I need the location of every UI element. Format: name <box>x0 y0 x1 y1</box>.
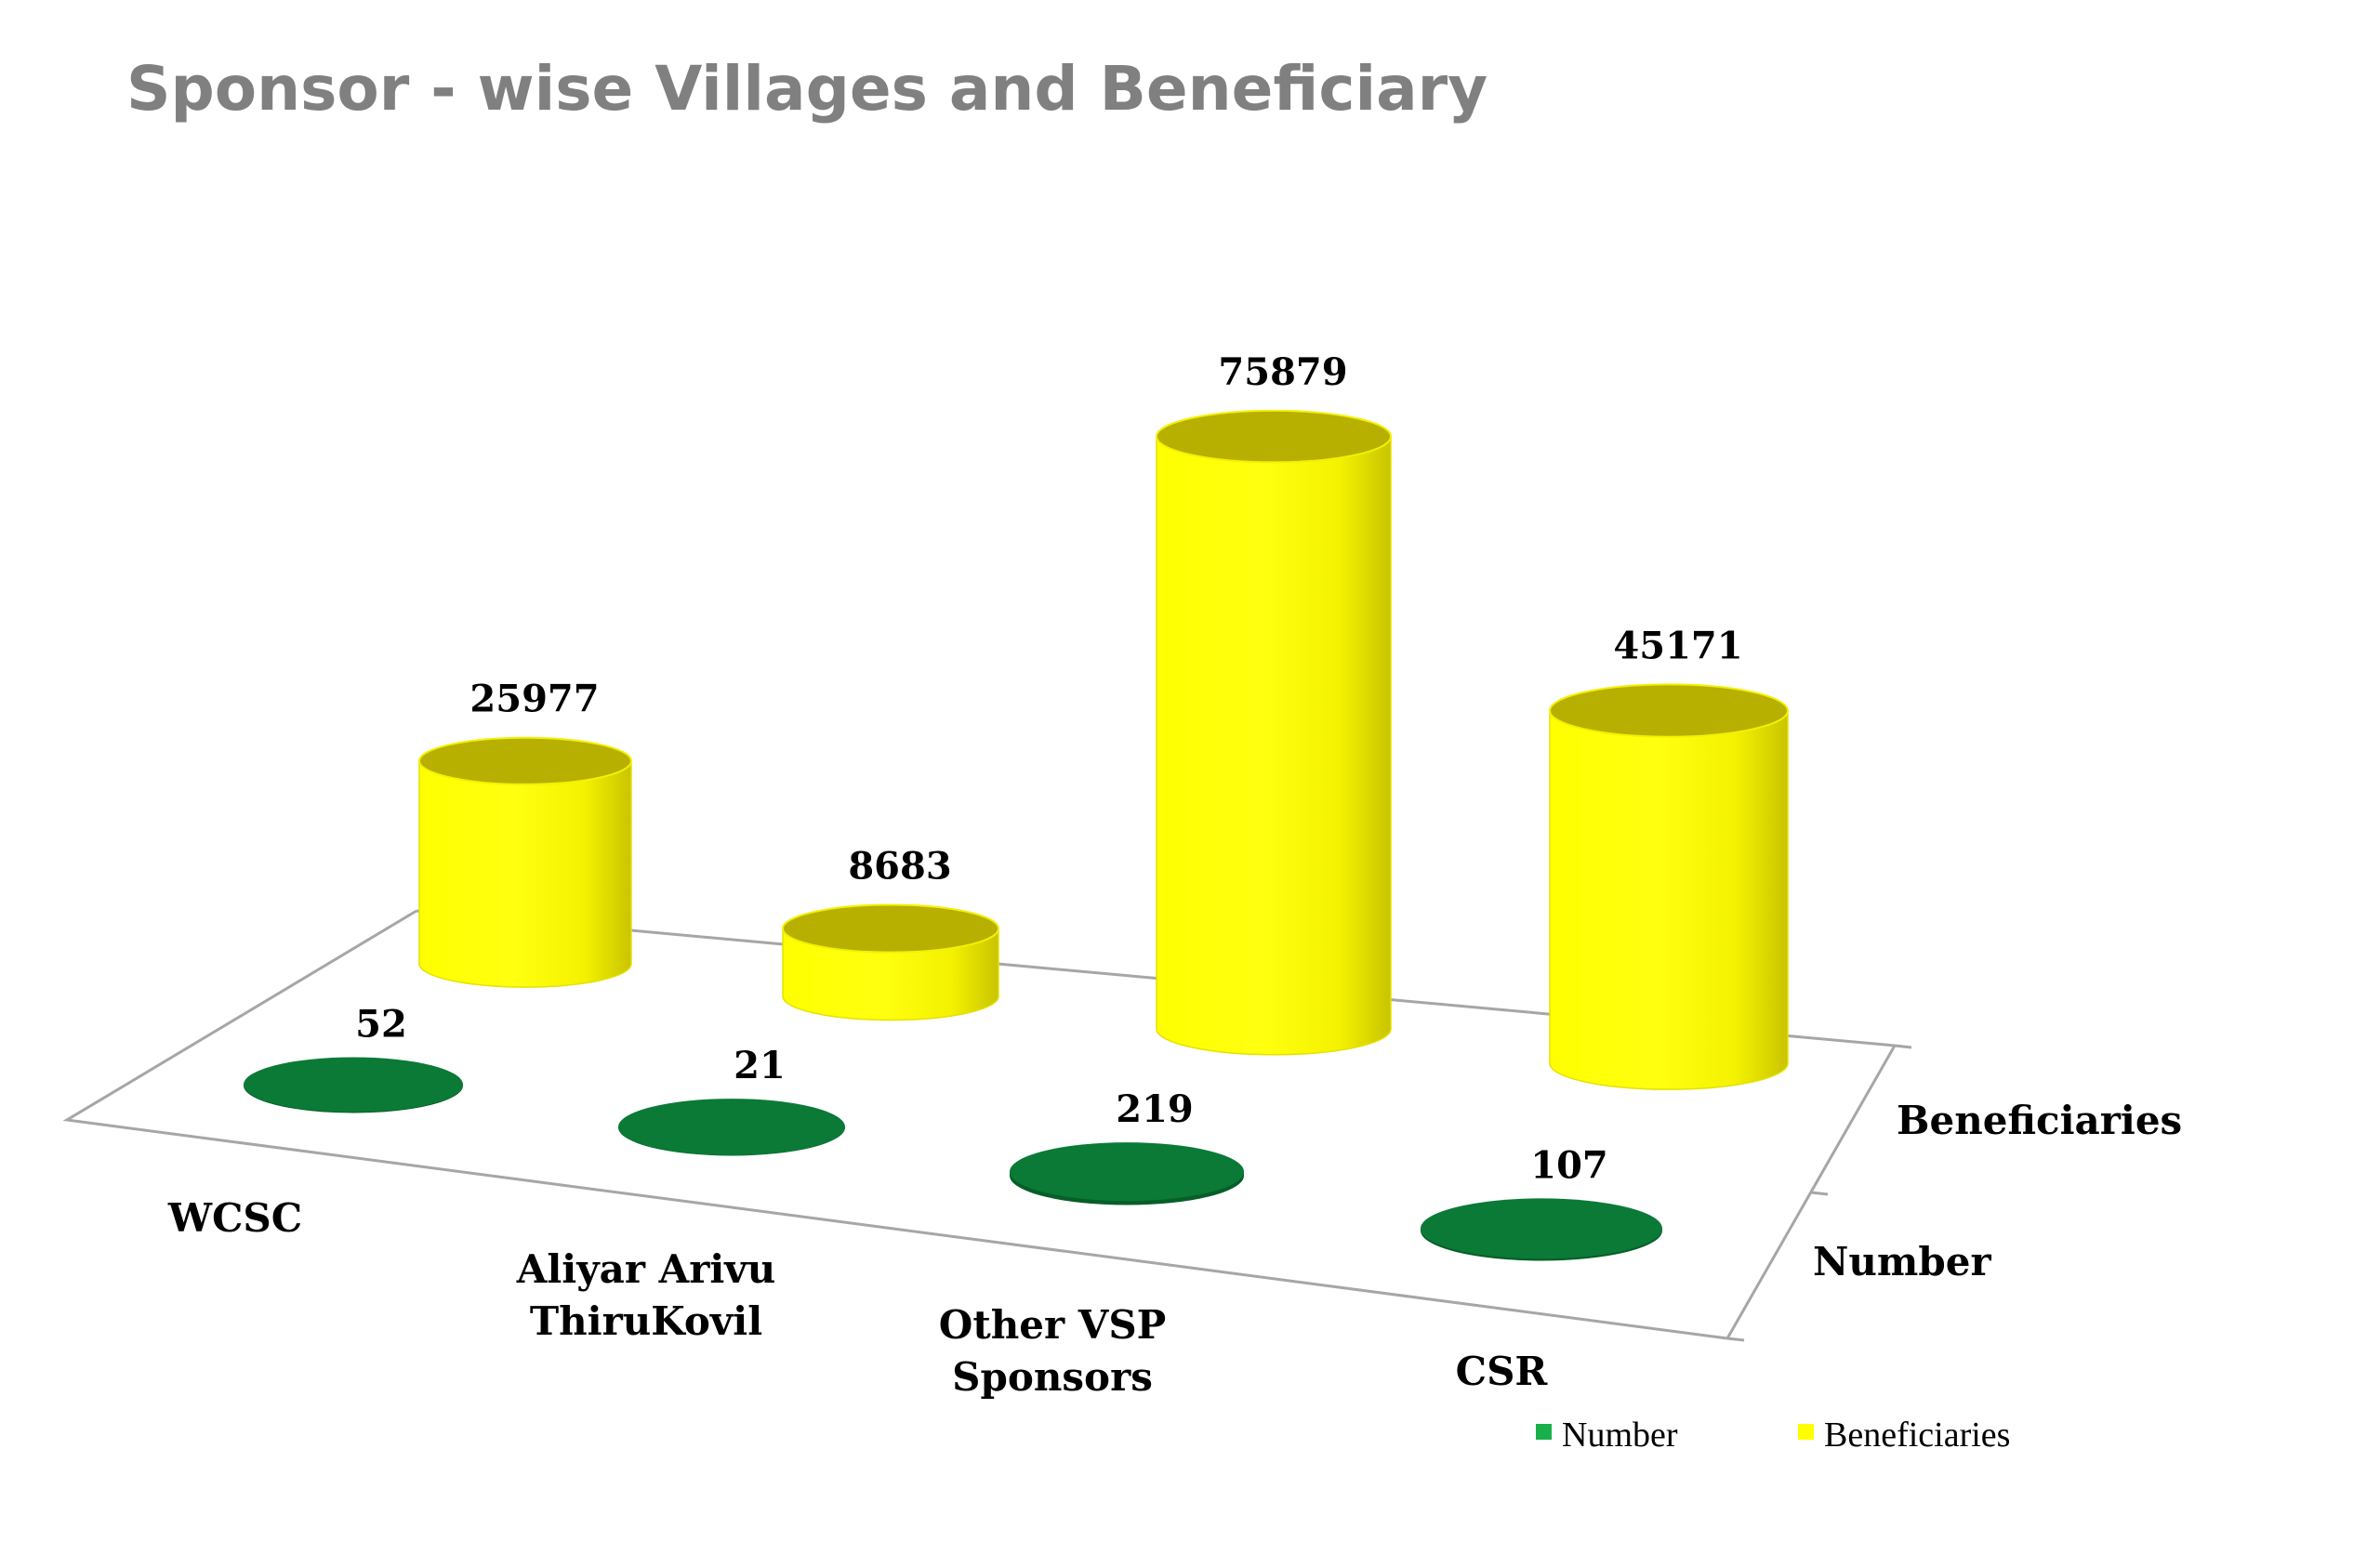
data-label-number: 219 <box>1116 1087 1194 1131</box>
data-label-number: 107 <box>1530 1143 1608 1187</box>
cylinder-body <box>418 760 632 988</box>
legend: Number Beneficiaries <box>1536 1416 2010 1455</box>
cylinder-number: 52 <box>244 1002 463 1113</box>
number-series: 52 21 219 107 <box>244 1002 1662 1261</box>
cylinder-top <box>418 736 632 785</box>
cylinder-top <box>1156 409 1392 464</box>
category-label: Aliyar Arivu ThiruKovil <box>516 1246 775 1344</box>
category-axis-labels: WCSC Aliyar Arivu ThiruKovil Other VSP Spons… <box>167 1195 1549 1400</box>
legend-swatch-number <box>1536 1424 1552 1440</box>
depth-tick <box>1810 1191 1829 1196</box>
cylinder-number: 21 <box>618 1044 845 1156</box>
cylinder-top <box>782 903 999 954</box>
category-label: WCSC <box>167 1195 302 1241</box>
data-label-beneficiaries: 45171 <box>1613 624 1742 667</box>
cylinder-top <box>1421 1198 1662 1259</box>
floor-right-edge <box>1726 1045 1897 1339</box>
cylinder-body <box>1549 709 1789 1090</box>
beneficiaries-series: 25977 8683 75879 45171 <box>418 350 1789 1090</box>
depth-axis-labels: Beneficiaries Number <box>1813 1098 2182 1284</box>
depth-axis-label: Number <box>1813 1239 1991 1284</box>
cylinder-top <box>1549 683 1789 738</box>
data-label-number: 52 <box>355 1002 407 1046</box>
cylinder-beneficiaries: 25977 <box>418 678 632 988</box>
category-label: Other VSP Sponsors <box>939 1302 1167 1400</box>
cylinder-beneficiaries: 75879 <box>1156 350 1392 1056</box>
floor-left-edge <box>62 909 1728 1340</box>
cylinder-top <box>1010 1142 1244 1202</box>
cylinder-body <box>1156 435 1392 1056</box>
cylinder-body <box>782 928 999 1021</box>
depth-tick <box>1894 1044 1912 1049</box>
cylinder-beneficiaries: 8683 <box>782 845 999 1021</box>
chart-title: Sponsor - wise Villages and Beneficiary <box>126 53 1488 125</box>
cylinder-number: 107 <box>1421 1143 1662 1261</box>
legend-label-beneficiaries: Beneficiaries <box>1824 1416 2010 1455</box>
data-label-beneficiaries: 75879 <box>1218 350 1347 394</box>
depth-axis-label: Beneficiaries <box>1897 1098 2182 1143</box>
category-label: CSR <box>1456 1349 1549 1394</box>
cylinder-number: 219 <box>1010 1087 1244 1205</box>
depth-tick <box>1726 1337 1745 1342</box>
cylinder-beneficiaries: 45171 <box>1549 624 1789 1090</box>
data-label-beneficiaries: 8683 <box>848 845 951 889</box>
legend-label-number: Number <box>1562 1416 1678 1455</box>
legend-swatch-beneficiaries <box>1798 1424 1814 1440</box>
data-label-beneficiaries: 25977 <box>469 678 599 721</box>
data-label-number: 21 <box>734 1044 786 1087</box>
cylinder-top <box>618 1099 845 1156</box>
cylinder-top <box>244 1057 463 1113</box>
